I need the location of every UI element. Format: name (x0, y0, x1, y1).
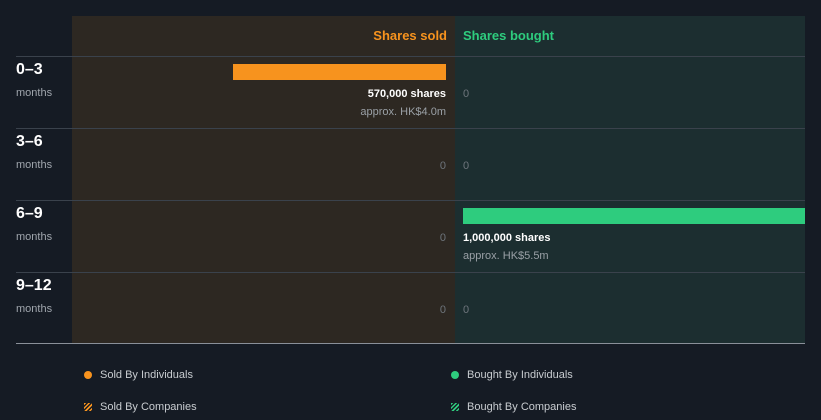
bought-bar (463, 208, 805, 224)
shares-bought-header: Shares bought (463, 28, 555, 43)
period-label: 0–3 (16, 61, 43, 78)
bought-panel (455, 16, 805, 343)
row-divider (16, 200, 805, 201)
bought-shares-label: 1,000,000 shares (463, 232, 551, 244)
sold-zero-label: 0 (439, 232, 446, 244)
sold-shares-label: 570,000 shares (367, 88, 446, 100)
bought-zero-label: 0 (463, 160, 470, 172)
period-unit: months (16, 231, 53, 243)
legend-dot-icon (451, 371, 459, 379)
legend-hatch-icon (84, 403, 92, 411)
period-unit: months (16, 303, 53, 315)
legend-item-label: Bought By Companies (467, 401, 577, 413)
sold-zero-label: 0 (439, 160, 446, 172)
legend-dot-icon (84, 371, 92, 379)
bought-zero-label: 0 (463, 304, 470, 316)
period-label: 9–12 (16, 277, 52, 294)
bought-approx-label: approx. HK$5.5m (463, 250, 549, 262)
row-divider (16, 128, 805, 129)
period-label: 6–9 (16, 205, 43, 222)
bought-zero-label: 0 (463, 88, 470, 100)
legend-item-label: Sold By Individuals (100, 369, 193, 381)
legend-item-label: Sold By Companies (100, 401, 197, 413)
legend-item-label: Bought By Individuals (467, 369, 573, 381)
sold-zero-label: 0 (439, 304, 446, 316)
legend-hatch-icon (451, 403, 459, 411)
chart-bottom-line (16, 343, 805, 344)
row-divider (16, 272, 805, 273)
shares-sold-header: Shares sold (373, 28, 447, 43)
sold-bar (233, 64, 446, 80)
period-label: 3–6 (16, 133, 43, 150)
sold-approx-label: approx. HK$4.0m (360, 106, 446, 118)
period-unit: months (16, 159, 53, 171)
period-unit: months (16, 87, 53, 99)
row-divider (16, 56, 805, 57)
